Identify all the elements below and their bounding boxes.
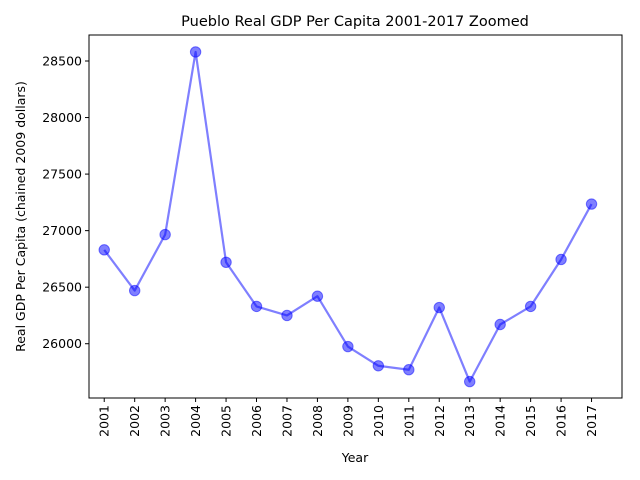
y-tick-label: 28000 (42, 110, 82, 125)
y-tick-label: 26500 (42, 280, 82, 295)
data-point-2011 (403, 364, 415, 376)
data-point-2015 (524, 300, 537, 313)
x-tick-label: 2014 (493, 405, 508, 437)
y-tick-label: 27500 (42, 167, 82, 182)
y-tick-label: 26000 (42, 336, 82, 351)
y-axis: 26000 26500 27000 27500 28000 28500 (42, 54, 89, 351)
x-tick-label: 2003 (158, 405, 173, 437)
y-tick-label: 28500 (42, 54, 82, 69)
data-point-2006 (250, 300, 263, 313)
data-point-2016 (555, 253, 567, 266)
x-tick-label: 2015 (523, 405, 538, 437)
x-axis-label: Year (341, 450, 369, 465)
data-point-2007 (281, 309, 293, 322)
x-tick-label: 2006 (249, 405, 264, 437)
x-tick-label: 2001 (97, 405, 112, 437)
plot-area (98, 46, 598, 388)
x-tick-label: 2005 (219, 405, 234, 437)
data-point-2012 (433, 301, 445, 314)
x-tick-label: 2007 (279, 405, 294, 437)
x-tick-label: 2013 (462, 405, 477, 437)
x-tick-label: 2016 (554, 405, 569, 437)
y-axis-label: Real GDP Per Capita (chained 2009 dollar… (13, 81, 28, 352)
x-tick-label: 2017 (584, 405, 599, 437)
x-axis: 2001 2002 2003 2004 2005 2006 2007 2008 2009 2010… (97, 398, 599, 437)
data-point-2010 (372, 360, 385, 372)
chart-title: Pueblo Real GDP Per Capita 2001-2017 Zoo… (181, 14, 529, 30)
data-point-2002 (128, 284, 141, 297)
x-tick-label: 2004 (188, 405, 203, 437)
data-point-2001 (98, 244, 110, 256)
x-tick-label: 2008 (310, 405, 325, 437)
x-tick-label: 2011 (401, 405, 416, 437)
x-tick-label: 2002 (127, 405, 142, 437)
data-point-2014 (494, 318, 506, 331)
data-point-2009 (342, 340, 354, 353)
data-point-2003 (159, 228, 171, 241)
data-point-2013 (464, 375, 476, 388)
plot-frame (88, 34, 623, 399)
x-tick-label: 2010 (371, 405, 386, 437)
y-tick-label: 27000 (42, 223, 82, 238)
data-point-2005 (220, 256, 232, 268)
series-line (103, 50, 593, 383)
x-tick-label: 2012 (432, 405, 447, 437)
x-tick-label: 2009 (340, 405, 355, 437)
data-point-2004 (189, 46, 202, 58)
data-point-2008 (311, 290, 324, 302)
data-point-2017 (585, 198, 598, 210)
